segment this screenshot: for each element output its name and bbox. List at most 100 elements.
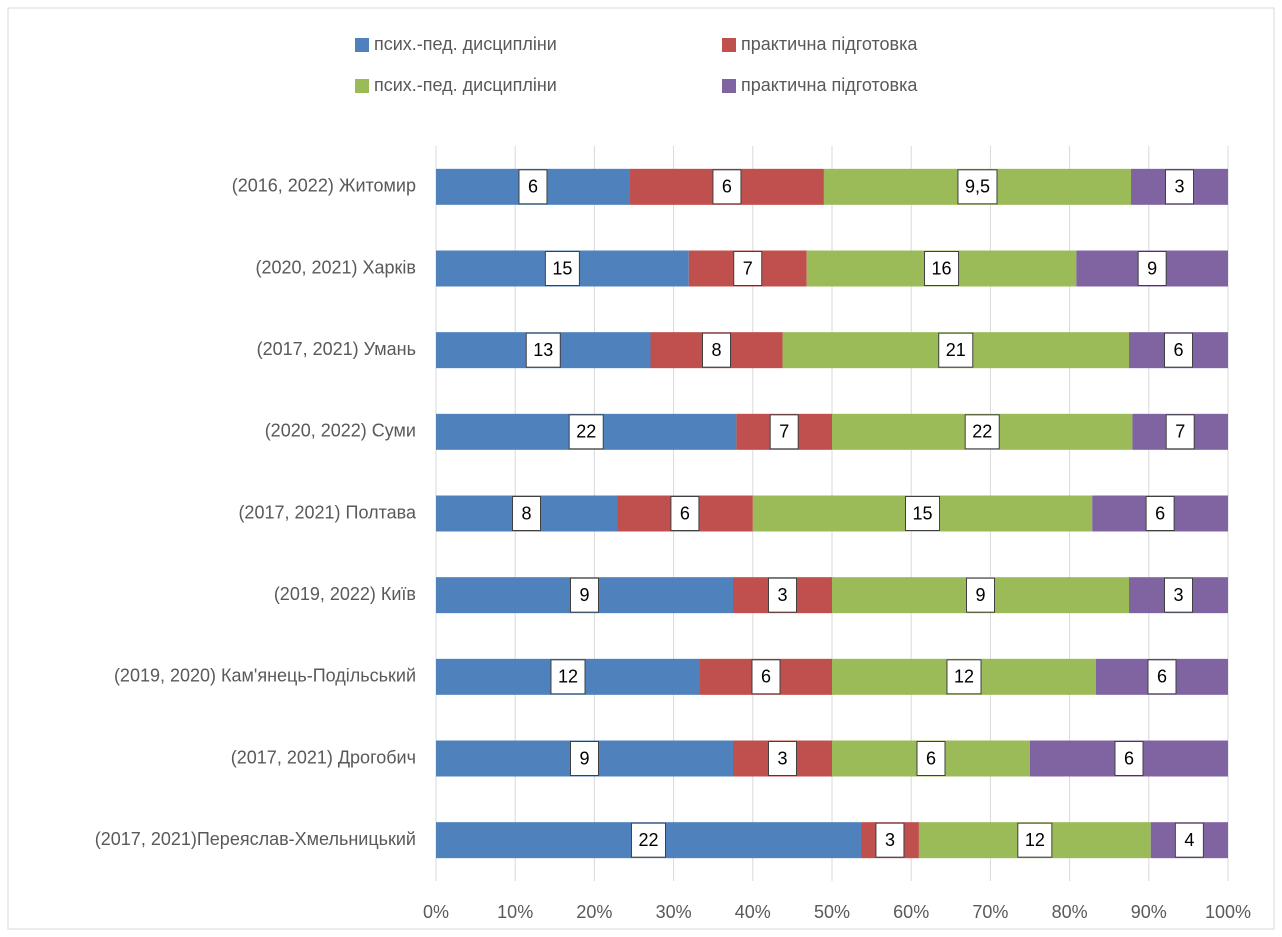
x-tick-label: 40%	[735, 902, 771, 922]
data-label: 3	[1173, 585, 1183, 605]
data-label-box	[1017, 822, 1053, 858]
data-label-box	[946, 659, 982, 695]
x-tick-label: 100%	[1205, 902, 1251, 922]
data-label-box	[570, 577, 599, 613]
legend-label: псих.-пед. дисципліни	[374, 75, 557, 95]
y-tick-label: (2019, 2020) Кам'янець-Подільський	[114, 666, 416, 686]
data-label: 12	[954, 667, 974, 687]
x-tick-label: 10%	[497, 902, 533, 922]
x-tick-label: 30%	[656, 902, 692, 922]
x-tick-label: 50%	[814, 902, 850, 922]
data-label: 22	[576, 422, 596, 442]
data-label-box	[702, 332, 731, 368]
data-label-box	[568, 414, 604, 450]
data-label-box	[525, 332, 561, 368]
y-tick-label: (2020, 2022) Суми	[265, 421, 416, 441]
data-label: 6	[761, 667, 771, 687]
data-label-box	[751, 659, 781, 695]
legend-label: практична підготовка	[741, 34, 918, 54]
data-label: 9	[579, 748, 589, 768]
data-label-box	[1164, 332, 1193, 368]
data-label: 15	[912, 503, 932, 523]
data-label-box	[630, 822, 667, 858]
data-label-box	[550, 659, 586, 695]
data-label: 16	[932, 258, 952, 278]
data-label: 9	[975, 585, 985, 605]
data-label: 7	[779, 422, 789, 442]
y-tick-label: (2019, 2022) Київ	[274, 584, 416, 604]
data-label: 13	[533, 340, 553, 360]
data-label-box	[712, 169, 742, 205]
data-label-box	[733, 251, 763, 286]
legend-swatch	[355, 79, 369, 93]
x-tick-label: 60%	[893, 902, 929, 922]
y-tick-label: (2017, 2021) Умань	[257, 339, 416, 359]
legend-swatch	[722, 38, 736, 52]
data-label: 8	[522, 503, 532, 523]
data-label: 6	[926, 748, 936, 768]
data-label-box	[544, 251, 580, 286]
legend-label: практична підготовка	[741, 75, 918, 95]
data-label-box	[1165, 169, 1195, 205]
data-label: 22	[972, 422, 992, 442]
x-tick-label: 90%	[1131, 902, 1167, 922]
data-label: 7	[1175, 422, 1185, 442]
y-tick-label: (2017, 2021)Переяслав-Хмельницький	[95, 829, 416, 849]
data-label-box	[1165, 414, 1195, 450]
data-label: 15	[552, 258, 572, 278]
data-label: 9,5	[965, 177, 990, 197]
data-label: 22	[638, 830, 658, 850]
y-tick-label: (2017, 2021) Дрогобич	[231, 747, 416, 767]
data-label: 6	[1157, 667, 1167, 687]
y-tick-label: (2017, 2021) Полтава	[238, 502, 417, 522]
legend-swatch	[722, 79, 736, 93]
data-label: 6	[1155, 503, 1165, 523]
data-label: 3	[777, 748, 787, 768]
data-label-box	[1147, 659, 1177, 695]
data-label-box	[1174, 822, 1204, 858]
data-label-box	[966, 577, 995, 613]
data-label: 12	[1025, 830, 1045, 850]
data-label-box	[904, 496, 941, 531]
data-label: 6	[528, 177, 538, 197]
data-label: 3	[885, 830, 895, 850]
data-label: 21	[946, 340, 966, 360]
data-label-box	[957, 169, 998, 205]
chart-border	[7, 7, 1275, 930]
data-label-box	[1164, 577, 1193, 613]
data-label: 8	[711, 340, 721, 360]
data-label-box	[875, 822, 905, 858]
data-label: 6	[722, 177, 732, 197]
data-label: 12	[558, 667, 578, 687]
data-label: 9	[1147, 258, 1157, 278]
data-label-box	[1137, 251, 1167, 286]
data-label-box	[512, 496, 542, 531]
data-label: 6	[680, 503, 690, 523]
data-label-box	[518, 169, 548, 205]
data-label: 6	[1173, 340, 1183, 360]
data-label-box	[1114, 741, 1144, 776]
data-label: 7	[743, 258, 753, 278]
data-label-box	[938, 332, 974, 368]
x-tick-label: 70%	[972, 902, 1008, 922]
data-label-box	[769, 414, 799, 450]
y-tick-label: (2020, 2021) Харків	[255, 257, 416, 277]
data-label: 6	[1124, 748, 1134, 768]
legend-label: псих.-пед. дисципліни	[374, 34, 557, 54]
data-label-box	[924, 251, 960, 286]
data-label-box	[964, 414, 1000, 450]
x-tick-label: 20%	[576, 902, 612, 922]
y-tick-label: (2016, 2022) Житомир	[232, 176, 416, 196]
data-label-box	[570, 741, 599, 776]
data-label: 3	[777, 585, 787, 605]
legend-swatch	[355, 38, 369, 52]
x-tick-label: 0%	[423, 902, 449, 922]
data-label-box	[768, 577, 797, 613]
data-label-box	[768, 741, 797, 776]
data-label-box	[1145, 496, 1175, 531]
data-label: 3	[1175, 177, 1185, 197]
data-label: 4	[1184, 830, 1194, 850]
data-label: 9	[579, 585, 589, 605]
data-label-box	[670, 496, 700, 531]
